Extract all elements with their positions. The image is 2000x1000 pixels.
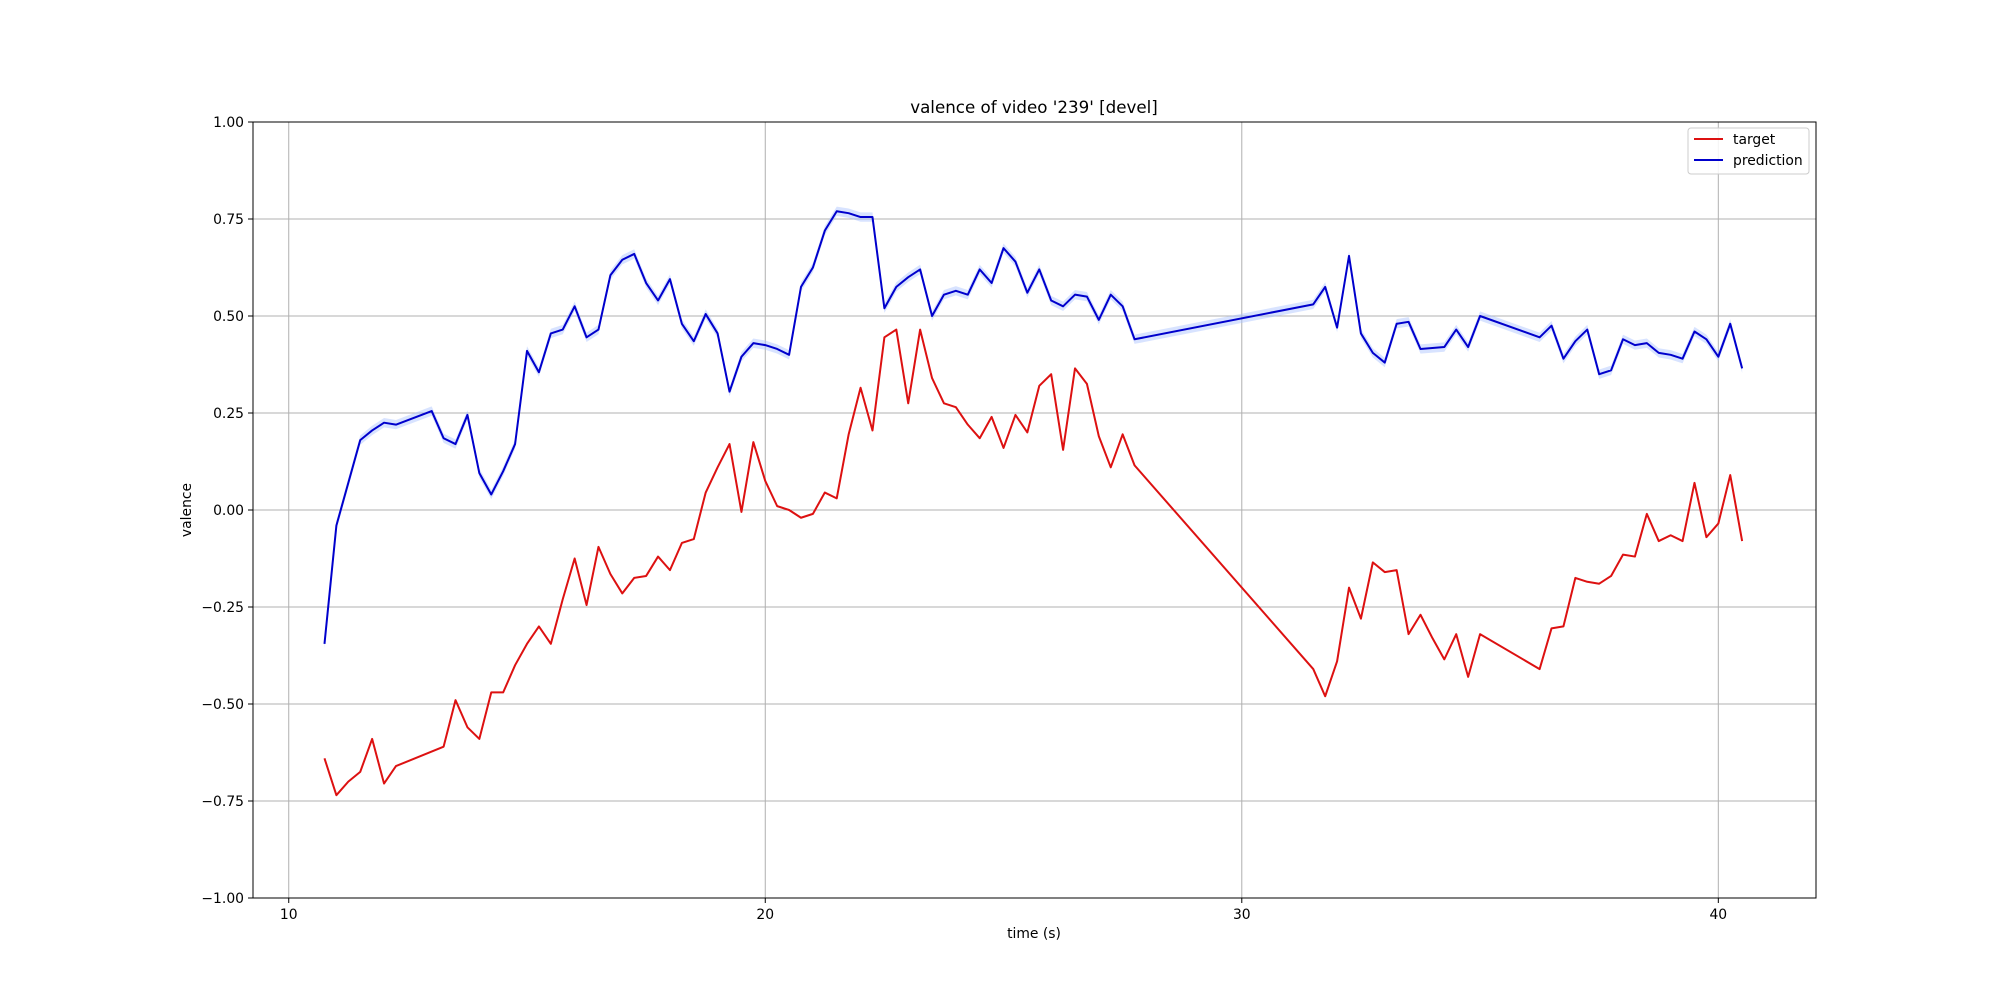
chart-title: valence of video '239' [devel] (910, 97, 1158, 117)
series-line-prediction (323, 210, 1744, 644)
y-tick-label: 0.50 (213, 309, 244, 325)
y-axis-ticks: −1.00 −0.75 −0.50 −0.25 0.00 0.25 0.50 0.75 1.00 (201, 115, 253, 907)
x-axis-label: time (s) (1007, 926, 1061, 942)
series-lines (323, 210, 1744, 797)
x-axis-ticks: 10 20 30 40 (280, 898, 1727, 923)
y-tick-label: −0.25 (201, 600, 244, 616)
x-tick-label: 40 (1709, 907, 1727, 923)
legend-label-target: target (1733, 132, 1776, 148)
y-tick-label: −0.75 (201, 794, 244, 810)
y-axis-label: valence (179, 483, 195, 537)
x-tick-label: 20 (756, 907, 774, 923)
y-tick-label: −1.00 (201, 891, 244, 907)
series-line-target (323, 328, 1744, 797)
x-tick-label: 10 (280, 907, 298, 923)
legend: target prediction (1687, 127, 1810, 175)
x-tick-label: 30 (1233, 907, 1251, 923)
y-tick-label: 0.25 (213, 406, 244, 422)
legend-label-prediction: prediction (1733, 153, 1803, 169)
y-tick-label: 0.75 (213, 212, 244, 228)
y-tick-label: −0.50 (201, 697, 244, 713)
grid (253, 121, 1816, 899)
y-tick-label: 1.00 (213, 115, 244, 131)
prediction-band-area (324, 206, 1743, 649)
prediction-uncertainty-band (324, 206, 1743, 649)
y-tick-label: 0.00 (213, 503, 244, 519)
